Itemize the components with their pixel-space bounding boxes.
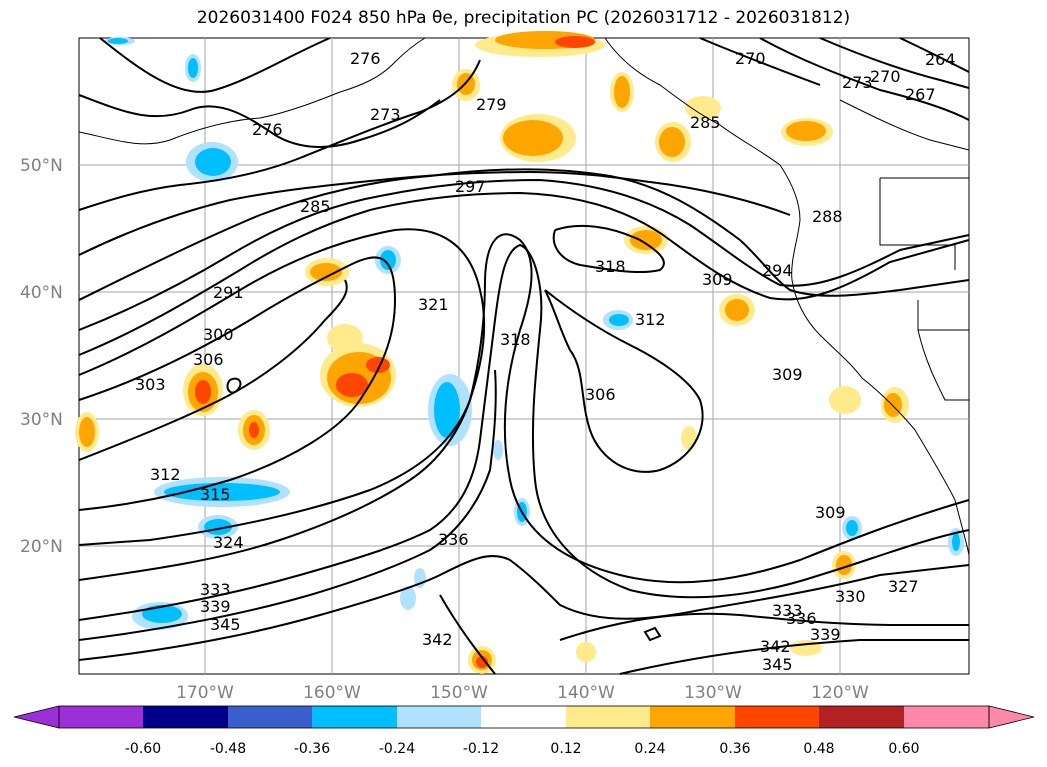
colorbar-extend-low — [13, 705, 60, 729]
colorbar-tick-label: 0.24 — [634, 741, 665, 757]
colorbar-extend-high — [988, 705, 1035, 729]
colorbar-bin — [566, 706, 650, 728]
contour-label: 264 — [925, 50, 956, 69]
contour-label: 306 — [585, 385, 616, 404]
coastlines — [78, 37, 970, 556]
contour-label: 291 — [213, 283, 244, 302]
contour-label: 321 — [418, 295, 449, 314]
colorbar-bin — [481, 706, 566, 728]
colorbar-outline — [58, 705, 990, 729]
contour-label: 276 — [350, 49, 381, 68]
lat-label: 20°N — [20, 537, 63, 557]
colorbar — [13, 705, 1035, 729]
contour-label: 297 — [455, 177, 486, 196]
contour-label: 339 — [810, 625, 841, 644]
colorbar-tick-label: 0.48 — [803, 741, 834, 757]
contour-label: 303 — [135, 375, 166, 394]
contour-label: 312 — [150, 465, 181, 484]
colorbar-bin — [228, 706, 312, 728]
colorbar-tick-label: 0.36 — [719, 741, 750, 757]
contour-label: 345 — [762, 655, 793, 674]
colorbar-bin — [904, 706, 989, 728]
colorbar-tick-label: -0.60 — [125, 741, 161, 757]
lat-label: 40°N — [20, 283, 63, 303]
colorbar-bin — [819, 706, 904, 728]
lon-label: 130°W — [684, 683, 742, 703]
contour-label: 312 — [635, 310, 666, 329]
colorbar-bin — [397, 706, 481, 728]
colorbar-bin — [312, 706, 397, 728]
lat-label: 50°N — [20, 156, 63, 176]
lon-label: 120°W — [811, 683, 869, 703]
colorbar-bin — [650, 706, 735, 728]
contour-label: 267 — [905, 85, 936, 104]
contour-label: 273 — [842, 73, 873, 92]
contour-label: 324 — [213, 533, 244, 552]
contour-label: 333 — [200, 580, 231, 599]
contour-label: 345 — [210, 615, 241, 634]
contour-label: 300 — [203, 325, 234, 344]
contour-labels: 276 273 276 279 264 267 273 270 270 285 … — [135, 49, 956, 674]
contour-label: 270 — [735, 49, 766, 68]
map-title: 2026031400 F024 850 hPa θe, precipitatio… — [196, 8, 851, 28]
theta-e-contours — [78, 37, 970, 675]
colorbar-bin — [59, 706, 143, 728]
colorbar-labels: -0.60 -0.48 -0.36 -0.24 -0.12 0.12 0.24 … — [125, 741, 920, 757]
colorbar-tick-label: -0.48 — [210, 741, 246, 757]
contour-label: 339 — [200, 597, 231, 616]
colorbar-tick-label: -0.24 — [379, 741, 415, 757]
contour-label: 318 — [500, 330, 531, 349]
lat-label: 30°N — [20, 410, 63, 430]
contour-label: 342 — [422, 630, 453, 649]
colorbar-tick-label: 0.60 — [888, 741, 919, 757]
contour-label: 333 — [772, 601, 803, 620]
colorbar-bin — [735, 706, 819, 728]
contour-label: 309 — [702, 270, 733, 289]
colorbar-tick-label: -0.12 — [463, 741, 499, 757]
contour-label: 285 — [300, 197, 331, 216]
colorbar-bin — [143, 706, 228, 728]
contour-label: 273 — [370, 105, 401, 124]
contour-label: 336 — [438, 530, 469, 549]
lon-label: 160°W — [303, 683, 361, 703]
contour-label: 276 — [252, 120, 283, 139]
contour-label: 309 — [815, 503, 846, 522]
contour-label: 318 — [595, 257, 626, 276]
contour-label: 342 — [760, 637, 791, 656]
plot-frame — [78, 37, 970, 675]
contour-label: 327 — [888, 577, 919, 596]
contour-label: 336 — [786, 609, 817, 628]
lon-label: 170°W — [176, 683, 234, 703]
lon-label: 150°W — [430, 683, 488, 703]
contour-label: 330 — [835, 587, 866, 606]
contour-label: 285 — [690, 113, 721, 132]
contour-label: 306 — [193, 350, 224, 369]
colorbar-tick-label: -0.36 — [294, 741, 330, 757]
contour-label: 315 — [200, 485, 231, 504]
contour-label: 270 — [870, 67, 901, 86]
colorbar-tick-label: 0.12 — [550, 741, 581, 757]
contour-label: 288 — [812, 207, 843, 226]
lon-label: 140°W — [557, 683, 615, 703]
contour-label: 279 — [476, 95, 507, 114]
contour-label: 309 — [772, 365, 803, 384]
contour-label: 294 — [762, 261, 793, 280]
